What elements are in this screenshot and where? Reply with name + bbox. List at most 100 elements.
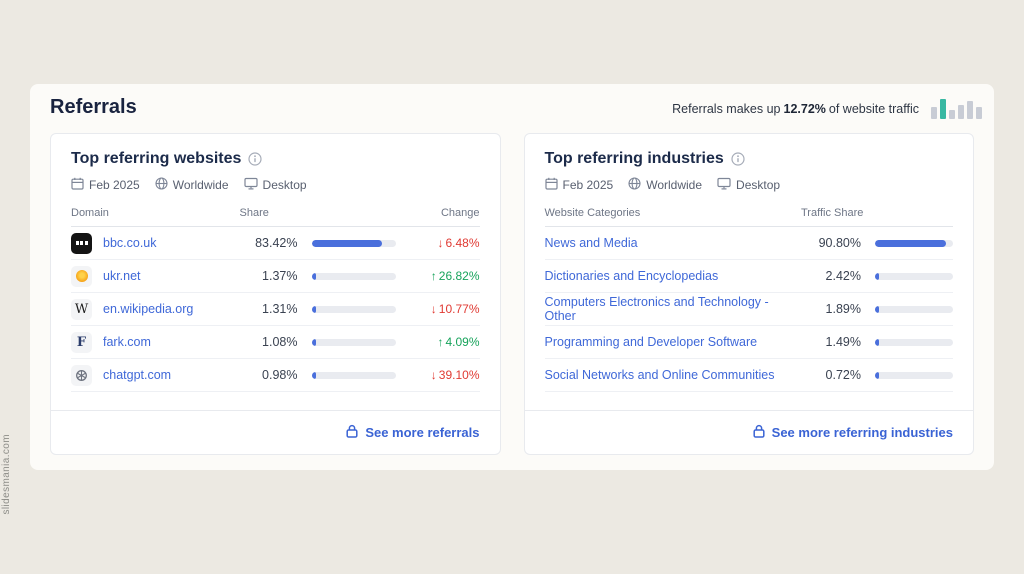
domain-link[interactable]: ukr.net bbox=[103, 269, 141, 283]
change-value: ↓ 6.48% bbox=[437, 236, 480, 250]
summary-prefix: Referrals makes up bbox=[672, 101, 781, 116]
share-value: 90.80% bbox=[818, 236, 861, 250]
share-bar bbox=[861, 338, 953, 346]
cards-container: Top referring websites Feb 2025 Worldwid… bbox=[30, 127, 994, 455]
category-link[interactable]: Computers Electronics and Technology - O… bbox=[544, 295, 769, 323]
table-row: bbc.co.uk 83.42% ↓ 6.48% bbox=[71, 227, 480, 260]
domain-link[interactable]: chatgpt.com bbox=[103, 368, 172, 382]
desktop-icon bbox=[243, 177, 258, 193]
filter-region: Worldwide bbox=[155, 177, 229, 193]
filter-region: Worldwide bbox=[628, 177, 702, 193]
calendar-icon bbox=[544, 177, 558, 193]
category-link[interactable]: Social Networks and Online Communities bbox=[544, 368, 775, 382]
filter-device: Desktop bbox=[717, 177, 780, 193]
traffic-summary: Referrals makes up 12.72% of website tra… bbox=[672, 97, 982, 119]
table-row: Social Networks and Online Communities 0… bbox=[544, 359, 953, 392]
share-bar bbox=[298, 371, 396, 379]
share-value: 0.72% bbox=[825, 368, 861, 382]
see-more-referrals-label: See more referrals bbox=[365, 425, 480, 440]
card-footer: See more referrals bbox=[51, 410, 500, 454]
share-value: 0.98% bbox=[262, 368, 298, 382]
page-title: Referrals bbox=[50, 96, 137, 118]
share-value: 83.42% bbox=[255, 236, 298, 250]
lock-icon bbox=[346, 424, 358, 441]
table-row: News and Media 90.80% bbox=[544, 227, 953, 260]
desktop-icon bbox=[717, 177, 731, 193]
share-value: 1.31% bbox=[262, 302, 298, 316]
change-value: ↑ 26.82% bbox=[430, 269, 480, 283]
arrow-up-icon: ↑ bbox=[437, 335, 444, 349]
filter-region-label: Worldwide bbox=[646, 178, 703, 192]
see-more-industries-link[interactable]: See more referring industries bbox=[753, 424, 953, 441]
category-link[interactable]: Programming and Developer Software bbox=[544, 335, 758, 349]
share-value: 2.42% bbox=[825, 269, 861, 283]
card-title-websites: Top referring websites bbox=[71, 150, 242, 167]
share-bar bbox=[861, 272, 953, 280]
table-row: Programming and Developer Software 1.49% bbox=[544, 326, 953, 359]
column-traffic-share: Traffic Share bbox=[801, 207, 864, 219]
column-website-categories: Website Categories bbox=[544, 207, 641, 219]
filter-date: Feb 2025 bbox=[544, 177, 614, 193]
info-icon[interactable] bbox=[731, 152, 745, 166]
referrals-panel: Referrals Referrals makes up 12.72% of w… bbox=[30, 84, 994, 470]
info-icon[interactable] bbox=[248, 152, 263, 166]
share-bar bbox=[861, 371, 953, 379]
domain-link[interactable]: fark.com bbox=[103, 335, 151, 349]
watermark: slidesmania.com bbox=[1, 433, 12, 514]
arrow-up-icon: ↑ bbox=[430, 269, 437, 283]
share-bar bbox=[298, 305, 396, 313]
card-title-industries: Top referring industries bbox=[544, 150, 724, 167]
fark-favicon: F bbox=[71, 331, 92, 353]
arrow-down-icon: ↓ bbox=[430, 302, 437, 316]
table-header: Website Categories Traffic Share bbox=[544, 207, 953, 227]
wikipedia-favicon: W bbox=[71, 298, 92, 320]
column-change: Change bbox=[440, 207, 480, 219]
filter-device: Desktop bbox=[243, 177, 307, 193]
top-referring-websites-card: Top referring websites Feb 2025 Worldwid… bbox=[50, 133, 501, 455]
category-link[interactable]: News and Media bbox=[544, 236, 638, 250]
globe-icon bbox=[628, 177, 641, 193]
share-bar bbox=[861, 305, 953, 313]
see-more-industries-label: See more referring industries bbox=[771, 425, 953, 440]
share-bar bbox=[298, 272, 396, 280]
card-footer: See more referring industries bbox=[524, 410, 973, 454]
lock-icon bbox=[753, 424, 765, 441]
change-value: ↓ 10.77% bbox=[430, 302, 480, 316]
share-bar bbox=[861, 239, 953, 247]
globe-icon bbox=[155, 177, 168, 193]
table-row: Computers Electronics and Technology - O… bbox=[544, 293, 953, 326]
filter-date-label: Feb 2025 bbox=[562, 178, 614, 192]
share-value: 1.49% bbox=[825, 335, 861, 349]
filter-region-label: Worldwide bbox=[172, 178, 229, 192]
share-value: 1.37% bbox=[262, 269, 298, 283]
domain-link[interactable]: en.wikipedia.org bbox=[103, 302, 194, 316]
arrow-down-icon: ↓ bbox=[437, 236, 444, 250]
ukr-favicon bbox=[71, 265, 92, 287]
arrow-down-icon: ↓ bbox=[430, 368, 437, 382]
table-row: W en.wikipedia.org 1.31% ↓ 10.77% bbox=[71, 293, 480, 326]
table-row: F fark.com 1.08% ↑ 4.09% bbox=[71, 326, 480, 359]
panel-header: Referrals Referrals makes up 12.72% of w… bbox=[30, 84, 994, 127]
column-share: Share bbox=[239, 207, 269, 219]
filters-row: Feb 2025 Worldwide Desktop bbox=[71, 177, 480, 193]
category-link[interactable]: Dictionaries and Encyclopedias bbox=[544, 269, 719, 283]
table-row: Dictionaries and Encyclopedias 2.42% bbox=[544, 260, 953, 293]
filters-row: Feb 2025 Worldwide Desktop bbox=[544, 177, 954, 193]
column-domain: Domain bbox=[71, 207, 109, 219]
traffic-bars-icon bbox=[931, 97, 982, 119]
filter-date-label: Feb 2025 bbox=[89, 178, 140, 192]
share-value: 1.08% bbox=[262, 335, 298, 349]
summary-suffix: of website traffic bbox=[828, 101, 919, 116]
bbc-favicon bbox=[71, 232, 92, 254]
change-value: ↓ 39.10% bbox=[430, 368, 480, 382]
filter-device-label: Desktop bbox=[736, 178, 781, 192]
calendar-icon bbox=[71, 177, 84, 193]
share-bar bbox=[298, 239, 396, 247]
change-value: ↑ 4.09% bbox=[437, 335, 480, 349]
table-row: ukr.net 1.37% ↑ 26.82% bbox=[71, 260, 480, 293]
see-more-referrals-link[interactable]: See more referrals bbox=[346, 424, 480, 441]
table-row: chatgpt.com 0.98% ↓ 39.10% bbox=[71, 359, 480, 392]
domain-link[interactable]: bbc.co.uk bbox=[103, 236, 157, 250]
filter-device-label: Desktop bbox=[262, 178, 307, 192]
chatgpt-favicon bbox=[71, 364, 92, 386]
